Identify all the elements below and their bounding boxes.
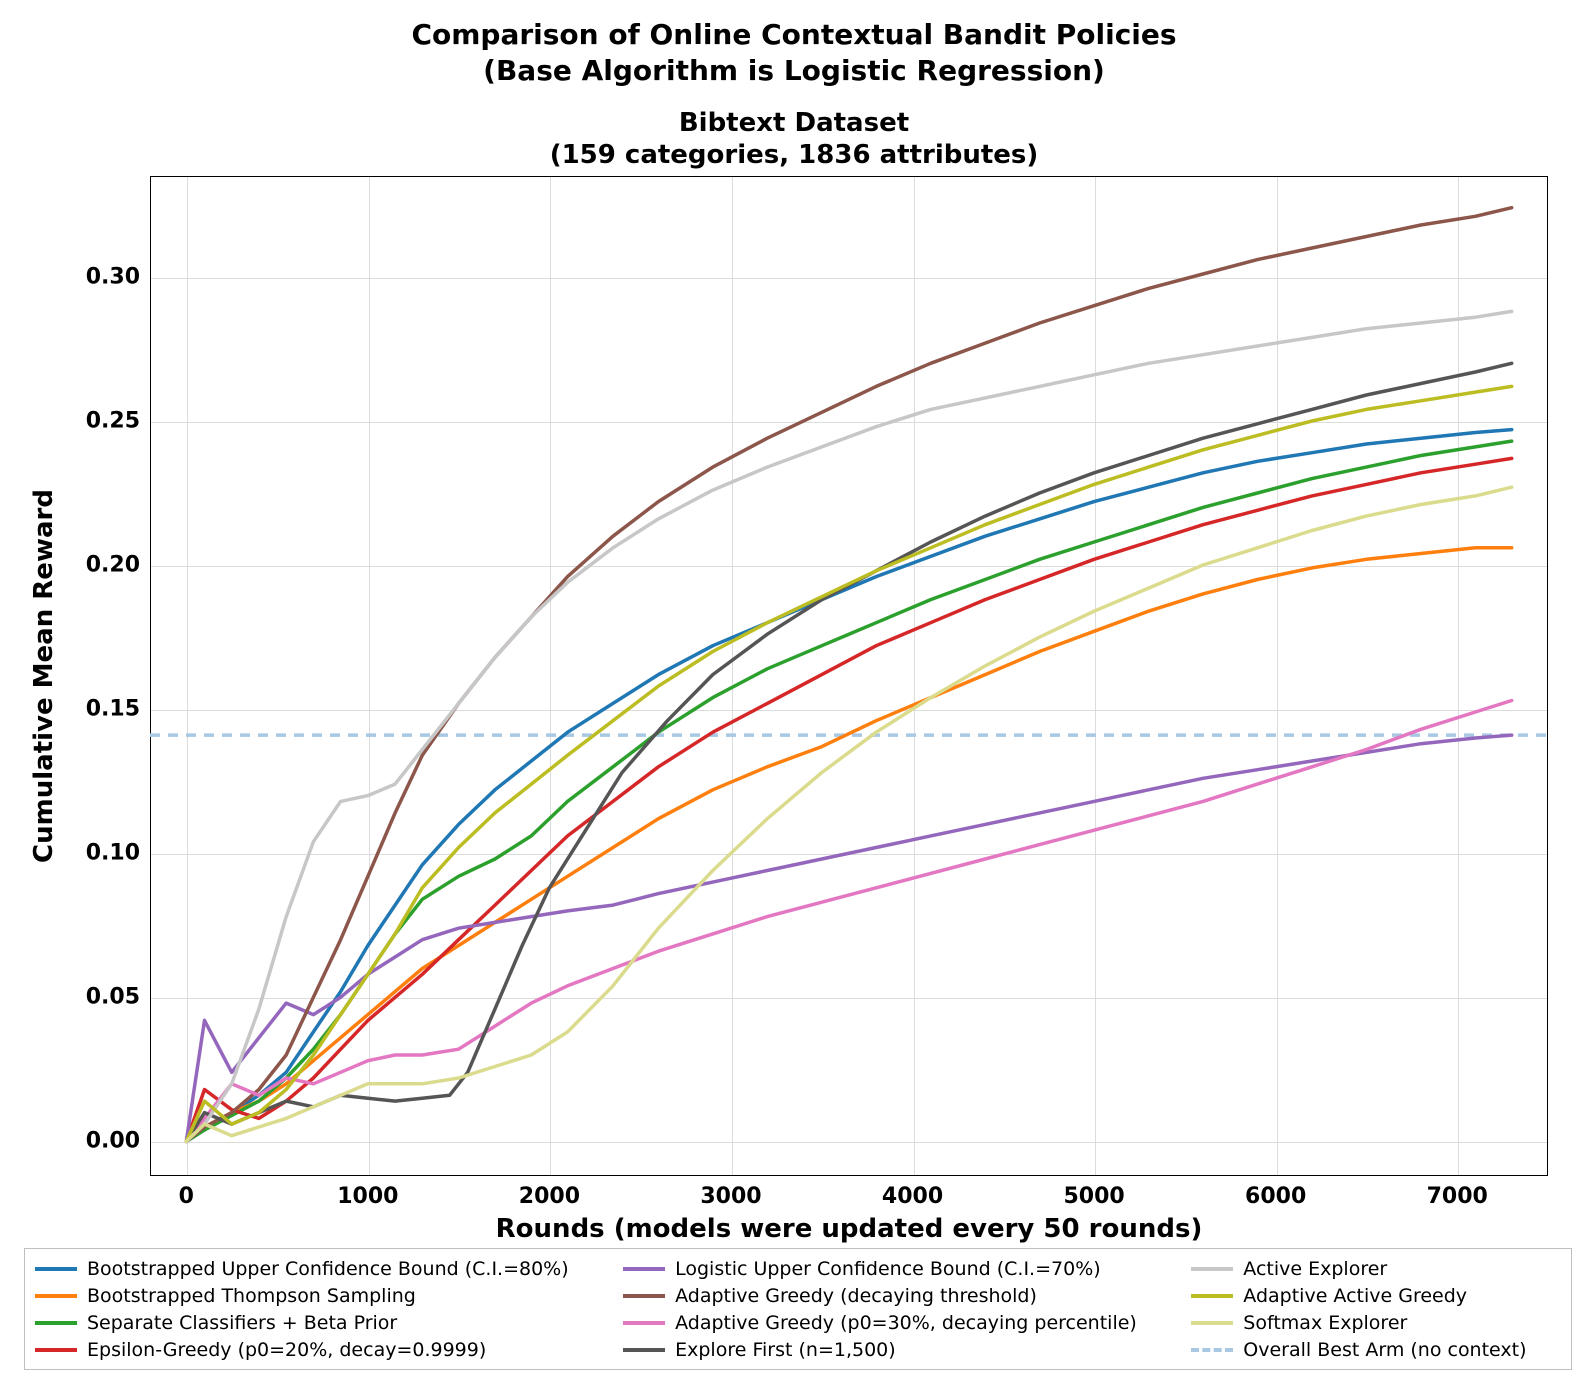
plot-lines-svg [0,0,1588,1380]
legend-swatch [35,1348,77,1352]
legend-swatch [623,1294,665,1298]
series-act [186,311,1511,1141]
legend-swatch [623,1267,665,1271]
legend-label: Separate Classifiers + Beta Prior [87,1312,397,1334]
x-axis-label: Rounds (models were updated every 50 rou… [496,1214,1203,1244]
legend-swatch [1191,1267,1233,1271]
legend-item: Logistic Upper Confidence Bound (C.I.=70… [623,1255,1171,1282]
legend-swatch [623,1321,665,1325]
legend-item: Adaptive Greedy (decaying threshold) [623,1282,1171,1309]
x-tick-label: 0 [179,1184,194,1209]
legend-item: Overall Best Arm (no context) [1191,1336,1561,1363]
y-tick-label: 0.25 [80,408,140,433]
legend-label: Active Explorer [1243,1258,1387,1280]
legend-item: Epsilon-Greedy (p0=20%, decay=0.9999) [35,1336,603,1363]
y-tick-label: 0.30 [80,264,140,289]
legend-item: Active Explorer [1191,1255,1561,1282]
y-tick-label: 0.20 [80,553,140,578]
legend-item: Bootstrapped Upper Confidence Bound (C.I… [35,1255,603,1282]
x-tick-label: 6000 [1245,1184,1306,1209]
legend-label: Bootstrapped Thompson Sampling [87,1285,416,1307]
x-tick-label: 7000 [1427,1184,1488,1209]
legend-swatch [35,1267,77,1271]
x-tick-label: 1000 [337,1184,398,1209]
y-tick-label: 0.15 [80,697,140,722]
legend-swatch [35,1321,77,1325]
legend-item: Softmax Explorer [1191,1309,1561,1336]
x-tick-label: 5000 [1063,1184,1124,1209]
x-tick-label: 3000 [700,1184,761,1209]
series-bts [186,548,1511,1142]
series-sep [186,441,1511,1141]
legend-swatch [1191,1294,1233,1298]
legend-item: Adaptive Greedy (p0=30%, decaying percen… [623,1309,1171,1336]
y-axis-label: Cumulative Mean Reward [29,489,59,863]
series-lucb [186,735,1511,1141]
legend-label: Epsilon-Greedy (p0=20%, decay=0.9999) [87,1339,486,1361]
legend-label: Adaptive Greedy (p0=30%, decaying percen… [675,1312,1137,1334]
x-tick-label: 2000 [519,1184,580,1209]
legend-label: Logistic Upper Confidence Bound (C.I.=70… [675,1258,1101,1280]
legend-label: Adaptive Greedy (decaying threshold) [675,1285,1037,1307]
legend-swatch [1191,1348,1233,1352]
legend-item: Bootstrapped Thompson Sampling [35,1282,603,1309]
x-tick-label: 4000 [882,1184,943,1209]
legend-label: Adaptive Active Greedy [1243,1285,1467,1307]
legend-label: Softmax Explorer [1243,1312,1407,1334]
legend-label: Bootstrapped Upper Confidence Bound (C.I… [87,1258,569,1280]
legend-swatch [1191,1321,1233,1325]
figure-root: Comparison of Online Contextual Bandit P… [0,0,1588,1380]
legend-swatch [623,1348,665,1352]
legend-item: Explore First (n=1,500) [623,1336,1171,1363]
series-eps [186,458,1511,1141]
series-aag [186,386,1511,1141]
legend-item: Adaptive Active Greedy [1191,1282,1561,1309]
legend-swatch [35,1294,77,1298]
legend-label: Overall Best Arm (no context) [1243,1339,1526,1361]
y-tick-label: 0.10 [80,841,140,866]
y-tick-label: 0.00 [80,1129,140,1154]
legend-item: Separate Classifiers + Beta Prior [35,1309,603,1336]
legend: Bootstrapped Upper Confidence Bound (C.I… [24,1248,1572,1370]
series-bucb [186,430,1511,1142]
y-tick-label: 0.05 [80,985,140,1010]
legend-label: Explore First (n=1,500) [675,1339,896,1361]
